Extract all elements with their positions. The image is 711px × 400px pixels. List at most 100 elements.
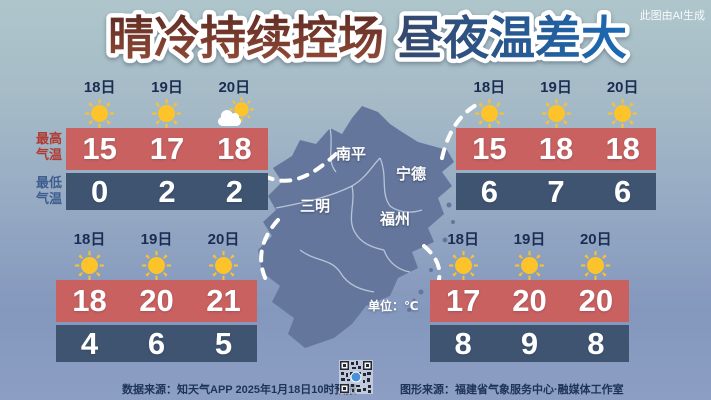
- high-temp-value: 15: [82, 131, 117, 166]
- low-temp-value: 9: [520, 326, 539, 361]
- islands: [407, 186, 455, 312]
- sun-icon: [81, 256, 98, 274]
- date-label: 19日: [151, 79, 183, 96]
- date-label: 20日: [606, 79, 639, 96]
- high-temp-label-line1: 最高: [35, 131, 62, 146]
- date-label: 18日: [447, 231, 479, 248]
- high-temp-label-line2: 气温: [35, 147, 62, 162]
- high-temp-value: 15: [472, 131, 507, 166]
- low-temp-row: 6 7 6: [456, 173, 656, 210]
- high-temp-value: 20: [578, 283, 614, 318]
- icon-row: [56, 250, 257, 280]
- ai-watermark: 此图由AI生成: [639, 10, 705, 22]
- low-temp-value: 4: [80, 326, 99, 361]
- date-label: 20日: [207, 231, 240, 248]
- icon-row: [456, 98, 656, 128]
- high-temp-row: 15 18 18: [456, 128, 656, 170]
- weather-icon: [207, 250, 241, 280]
- unit-label: 单位：℃: [368, 299, 419, 313]
- weather-icon: [217, 98, 251, 128]
- qr-code: [339, 360, 373, 394]
- low-temp-row: 4 6 5: [56, 325, 257, 362]
- city-label-ningde: 宁德: [396, 166, 427, 183]
- date-label: 18日: [83, 79, 116, 96]
- high-temp-value: 20: [139, 283, 174, 318]
- weather-icon: [539, 98, 573, 128]
- high-temp-label: 最高 气温: [32, 131, 66, 163]
- high-temp-value: 21: [206, 283, 241, 318]
- high-temp-row: 17 20 20: [430, 280, 629, 322]
- weather-icon: [83, 98, 117, 128]
- forecast-panel-bottom-right: 18日 19日 20日 17 20 20 8 9 8: [430, 228, 629, 362]
- low-temp-value: 7: [547, 174, 565, 209]
- low-temp-value: 6: [147, 326, 166, 361]
- graphic-source-text: 图形来源：福建省气象服务中心·融媒体工作室: [400, 384, 624, 396]
- weather-icon: [512, 250, 546, 280]
- weather-icon: [606, 98, 640, 128]
- sun-icon: [547, 104, 565, 122]
- low-temp-value: 6: [480, 174, 498, 209]
- city-label-fuzhou: 福州: [380, 211, 411, 228]
- high-temp-value: 18: [217, 131, 252, 166]
- high-temp-row: 18 20 21: [56, 280, 257, 322]
- icon-row: [66, 98, 268, 128]
- date-label: 20日: [579, 231, 612, 248]
- prefecture-borders: [275, 127, 423, 293]
- title-part2: 昼夜温差大: [397, 12, 627, 64]
- main-title: 晴冷持续控场 昼夜温差大: [104, 8, 632, 69]
- weather-icon: [446, 250, 480, 280]
- forecast-panel-top-left: 18日 19日 20日 15 17 18 0 2 2: [66, 76, 268, 210]
- weather-icon: [472, 98, 506, 128]
- low-temp-value: 8: [454, 326, 472, 361]
- forecast-panel-top-right: 18日 19日 20日 15 18 18 6 7 6: [456, 76, 656, 210]
- high-temp-value: 17: [445, 283, 481, 318]
- low-temp-label-line1: 最低: [35, 175, 62, 190]
- sun-icon: [91, 104, 109, 122]
- date-label: 19日: [513, 231, 546, 248]
- sun-icon: [215, 256, 232, 274]
- cloud-icon: [218, 110, 242, 126]
- high-temp-value: 18: [538, 131, 574, 166]
- low-temp-row: 8 9 8: [430, 325, 629, 362]
- sun-icon: [158, 104, 176, 122]
- sun-icon: [234, 101, 249, 117]
- date-label: 18日: [73, 231, 106, 248]
- low-temp-value: 8: [587, 326, 605, 361]
- weather-icon: [579, 250, 613, 280]
- sun-icon: [480, 104, 498, 122]
- high-temp-value: 17: [149, 131, 185, 166]
- data-source-text: 数据来源：知天气APP 2025年1月18日10时预报: [122, 384, 357, 396]
- low-temp-value: 6: [614, 174, 632, 209]
- low-temp-value: 2: [225, 174, 243, 209]
- sun-icon: [454, 256, 472, 274]
- icon-row: [430, 250, 629, 280]
- weather-icon: [140, 250, 174, 280]
- sun-icon: [520, 256, 538, 274]
- sun-icon: [614, 104, 632, 122]
- city-label-nanping: 南平: [336, 146, 367, 163]
- low-temp-value: 5: [214, 326, 233, 361]
- date-row: 18日 19日 20日: [66, 76, 268, 98]
- date-label: 20日: [218, 79, 251, 96]
- date-label: 19日: [140, 231, 173, 248]
- date-row: 18日 19日 20日: [56, 228, 257, 250]
- forecast-panel-bottom-left: 18日 19日 20日 18 20 21 4 6 5: [56, 228, 257, 362]
- sun-icon: [148, 256, 165, 274]
- sun-icon: [587, 256, 605, 274]
- high-temp-value: 20: [512, 283, 547, 318]
- date-label: 19日: [540, 79, 572, 96]
- low-temp-label: 最低 气温: [32, 175, 66, 207]
- low-temp-value: 2: [158, 174, 176, 209]
- date-label: 18日: [473, 79, 506, 96]
- high-temp-value: 18: [72, 283, 107, 318]
- date-row: 18日 19日 20日: [430, 228, 629, 250]
- city-label-sanming: 三明: [300, 198, 331, 215]
- date-row: 18日 19日 20日: [456, 76, 656, 98]
- low-temp-value: 0: [91, 174, 109, 209]
- weather-icon: [150, 98, 184, 128]
- high-temp-value: 18: [605, 131, 640, 166]
- title-part1: 晴冷持续控场: [108, 12, 384, 64]
- low-temp-row: 0 2 2: [66, 173, 268, 210]
- weather-icon: [73, 250, 107, 280]
